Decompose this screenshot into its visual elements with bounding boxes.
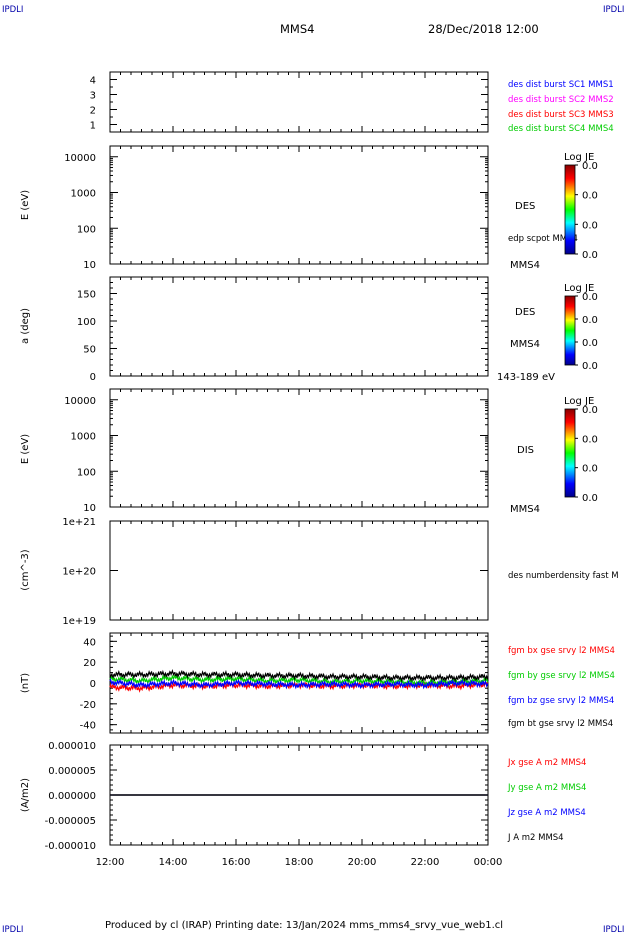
colorbar-tick-label: 0.0 <box>582 161 598 172</box>
y-tick-label: 4 <box>90 76 96 87</box>
corner-mark-bottom-left: IPDLI <box>2 925 23 934</box>
colorbar-tick-label: 0.0 <box>582 250 598 261</box>
x-tick-label: 18:00 <box>285 857 314 868</box>
p3-sc-label: MMS4 <box>510 339 540 350</box>
legend-p7-1: Jx gse A m2 MMS4 <box>507 758 586 768</box>
colorbar-tick-label: 0.0 <box>582 434 598 445</box>
x-tick-label: 00:00 <box>474 857 503 868</box>
panel-frame-3 <box>109 276 489 377</box>
x-tick-label: 22:00 <box>411 857 440 868</box>
y-tick-label: 150 <box>77 290 96 301</box>
y-tick-label: 100 <box>77 317 96 328</box>
y-tick-label: 0 <box>90 372 96 383</box>
y-tick-label: 3 <box>90 91 96 102</box>
panel-frame-1 <box>109 71 489 133</box>
y-tick-label: 10 <box>83 260 96 271</box>
colorbar-tick-label: 0.0 <box>582 464 598 475</box>
panel-frame-5 <box>109 520 489 621</box>
colorbar-2 <box>564 295 576 366</box>
x-tick-label: 14:00 <box>159 857 188 868</box>
colorbar-title: Log JE <box>564 152 594 163</box>
legend-p7-4: J A m2 MMS4 <box>507 833 564 843</box>
y-axis-label: (A/m2) <box>20 778 31 812</box>
y-tick-label: -0.000010 <box>45 841 96 852</box>
legend-p7-3: Jz gse A m2 MMS4 <box>507 808 586 818</box>
colorbar-tick-label: 0.0 <box>582 493 598 504</box>
plot-title: MMS4 <box>280 22 314 36</box>
colorbar-tick-label: 0.0 <box>582 361 598 372</box>
y-tick-label: 10000 <box>64 153 96 164</box>
colorbar-title: Log JE <box>564 396 594 407</box>
y-tick-label: 100 <box>77 224 96 235</box>
colorbar-tick-label: 0.0 <box>582 315 598 326</box>
y-tick-label: 1e+21 <box>62 517 96 528</box>
y-tick-label: -0.000005 <box>45 816 96 827</box>
colorbar-tick-label: 0.0 <box>582 338 598 349</box>
colorbar-tick-label: 0.0 <box>582 292 598 303</box>
colorbar-1 <box>564 164 576 255</box>
p3-instrument-label: DES <box>515 307 535 318</box>
colorbar-title: Log JE <box>564 283 594 294</box>
y-tick-label: 1e+19 <box>62 616 96 627</box>
y-axis-label: (nT) <box>20 673 31 693</box>
x-tick-label: 16:00 <box>222 857 251 868</box>
legend-p6-3: fgm bz gse srvy l2 MMS4 <box>508 696 614 706</box>
colorbar-3 <box>564 408 576 498</box>
y-tick-label: 100 <box>77 467 96 478</box>
y-tick-label: -40 <box>80 721 96 732</box>
legend-p1-3: des dist burst SC3 MMS3 <box>508 110 614 120</box>
y-tick-label: 2 <box>90 106 96 117</box>
y-axis-label: a (deg) <box>20 308 31 344</box>
y-axis-label: E (eV) <box>20 190 31 220</box>
y-tick-label: 10 <box>83 503 96 514</box>
corner-mark-top-left: IPDLI <box>2 5 23 15</box>
p4-sc-label: MMS4 <box>510 504 540 515</box>
p5-density-label: des numberdensity fast M <box>508 571 619 581</box>
y-axis-label: (cm^-3) <box>20 549 31 590</box>
legend-p7-2: Jy gse A m2 MMS4 <box>507 783 586 793</box>
y-tick-label: 1000 <box>71 189 96 200</box>
y-tick-label: 0 <box>90 679 96 690</box>
legend-p1-2: des dist burst SC2 MMS2 <box>508 95 614 105</box>
p2-instrument-label: DES <box>515 201 535 212</box>
p2-sc-label: MMS4 <box>510 260 540 271</box>
y-tick-label: 0.000010 <box>48 741 96 752</box>
y-tick-label: 40 <box>83 637 96 648</box>
legend-p6-2: fgm by gse srvy l2 MMS4 <box>508 671 615 681</box>
corner-mark-bottom-right: IPDLI <box>603 925 624 934</box>
panel-frame-4 <box>109 388 489 508</box>
panel-frame-2 <box>109 145 489 265</box>
y-tick-label: 10000 <box>64 396 96 407</box>
y-tick-label: 1e+20 <box>62 567 96 578</box>
plot-datetime: 28/Dec/2018 12:00 <box>428 22 539 36</box>
x-tick-label: 20:00 <box>348 857 377 868</box>
y-tick-label: 0.000005 <box>48 766 96 777</box>
legend-p6-1: fgm bx gse srvy l2 MMS4 <box>508 646 615 656</box>
legend-p6-4: fgm bt gse srvy l2 MMS4 <box>508 719 613 729</box>
y-tick-label: 20 <box>83 658 96 669</box>
y-tick-label: 1000 <box>71 432 96 443</box>
colorbar-tick-label: 0.0 <box>582 405 598 416</box>
series-line-4 <box>109 669 489 683</box>
corner-mark-top-right: IPDLI <box>603 5 624 15</box>
y-axis-label: E (eV) <box>20 434 31 464</box>
legend-p1-1: des dist burst SC1 MMS1 <box>508 80 614 90</box>
y-tick-label: 0.000000 <box>48 791 96 802</box>
y-tick-label: -20 <box>80 700 96 711</box>
footer-credits: Produced by cl (IRAP) Printing date: 13/… <box>105 920 503 931</box>
x-tick-label: 12:00 <box>96 857 125 868</box>
colorbar-tick-label: 0.0 <box>582 220 598 231</box>
p2-scpot-label: edp scpot MMS4 <box>508 234 578 244</box>
y-tick-label: 1 <box>90 121 96 132</box>
p3-energy-range: 143-189 eV <box>497 372 555 383</box>
p4-instrument-label: DIS <box>517 445 534 456</box>
series-line-3 <box>109 677 489 690</box>
legend-p1-4: des dist burst SC4 MMS4 <box>508 124 614 134</box>
y-tick-label: 50 <box>83 345 96 356</box>
colorbar-tick-label: 0.0 <box>582 191 598 202</box>
